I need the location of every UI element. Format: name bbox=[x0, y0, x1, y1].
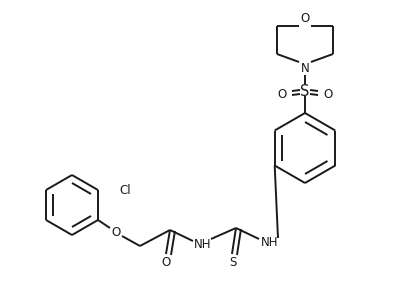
Text: S: S bbox=[229, 255, 236, 268]
Text: O: O bbox=[112, 226, 120, 239]
Text: O: O bbox=[278, 88, 287, 100]
Text: N: N bbox=[301, 62, 309, 76]
Text: O: O bbox=[300, 13, 310, 25]
Text: NH: NH bbox=[194, 238, 212, 251]
Text: O: O bbox=[161, 255, 171, 268]
Text: Cl: Cl bbox=[119, 183, 131, 197]
Text: O: O bbox=[324, 88, 333, 100]
Text: S: S bbox=[300, 84, 310, 98]
Text: NH: NH bbox=[261, 236, 279, 250]
